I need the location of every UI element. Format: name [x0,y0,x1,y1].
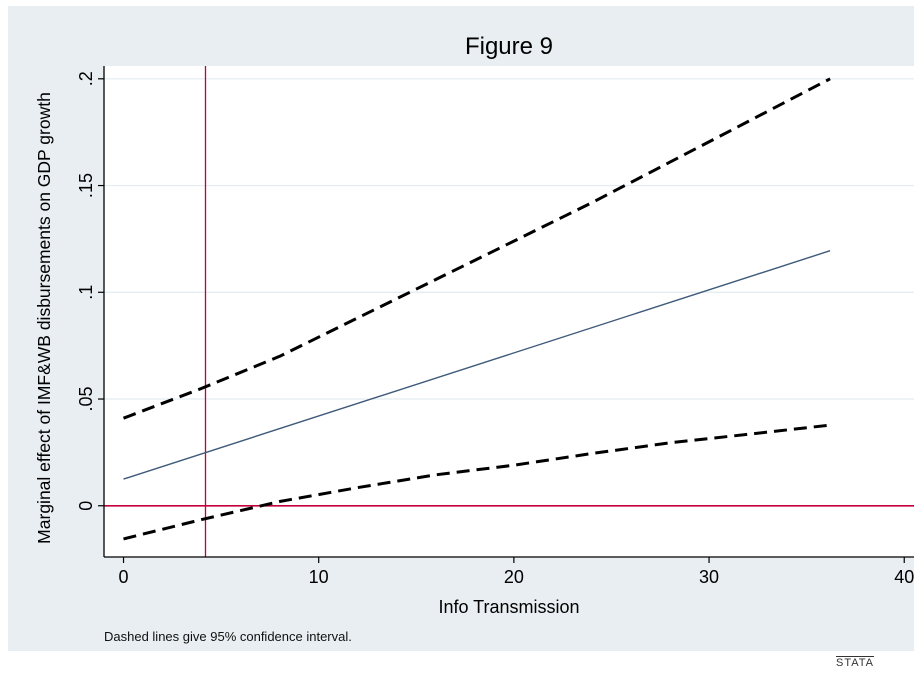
x-tick-label: 10 [309,567,329,587]
chart-title: Figure 9 [465,33,553,60]
marginal-effect-line [123,250,831,480]
lower-ci-line [123,423,831,541]
series-group [122,77,831,541]
plot-area [104,66,914,557]
chart-note: Dashed lines give 95% confidence interva… [104,629,352,644]
x-tick-label: 30 [699,567,719,587]
stata-logo: STATA [836,656,874,669]
y-tick-label: 0 [76,501,96,511]
y-tick-label: .2 [76,71,96,86]
x-axis-label: Info Transmission [438,597,579,617]
x-tick-label: 40 [894,567,914,587]
y-tick-label: .1 [76,285,96,300]
y-tick-label: .05 [76,387,96,412]
x-tick-label: 0 [119,567,129,587]
x-tick-label: 20 [504,567,524,587]
upper-ci-line [122,77,831,420]
y-axis-label: Marginal effect of IMF&WB disbursements … [34,92,54,544]
reference-lines [104,66,914,557]
axes: 0 .05 .1 .15 .2 0 10 20 30 40 [76,66,914,587]
y-tick-label: .15 [76,173,96,198]
